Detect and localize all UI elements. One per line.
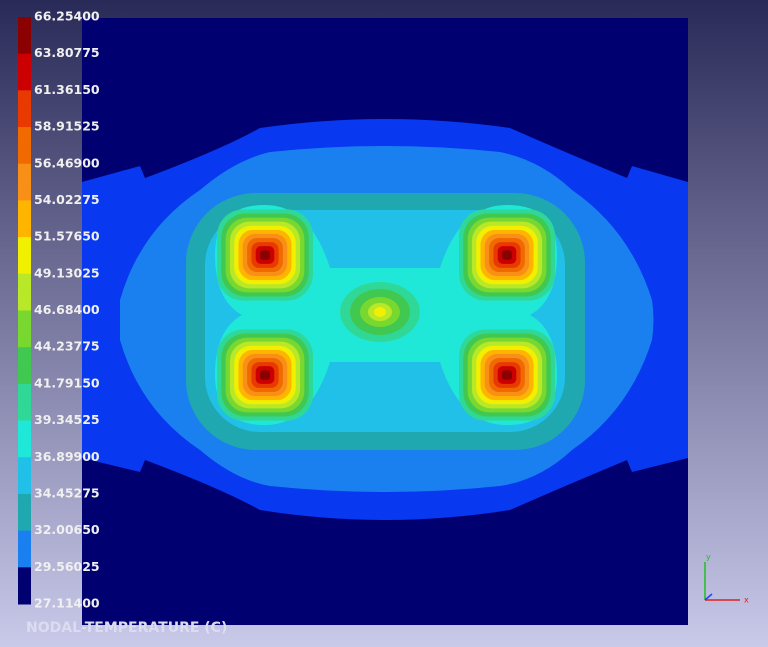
axis-triad: y x	[704, 553, 749, 605]
legend-label: 29.56025	[34, 559, 100, 574]
hot-spots	[217, 209, 555, 421]
color-legend: 66.25400 63.80775 61.36150 58.91525 56.46900…	[18, 9, 100, 611]
legend-label: 41.79150	[34, 375, 100, 390]
legend-band	[18, 90, 31, 128]
legend-label: 63.80775	[34, 45, 100, 60]
legend-label: 39.34525	[34, 412, 100, 427]
contour-plot	[82, 18, 688, 625]
legend-band	[18, 53, 31, 91]
legend-label: 27.11400	[34, 596, 100, 611]
legend-label: 61.36150	[34, 82, 100, 97]
legend-title: NODAL-TEMPERATURE (C)	[26, 620, 227, 636]
legend-label: 56.46900	[34, 155, 100, 170]
contour-ring	[260, 370, 270, 380]
legend-label: 32.00650	[34, 522, 100, 537]
legend-band	[18, 383, 31, 422]
legend-label: 34.45275	[34, 485, 100, 500]
legend-band	[18, 237, 31, 275]
legend-label: 58.91525	[34, 119, 100, 134]
contour-ring	[502, 370, 512, 380]
legend-label: 44.23775	[34, 339, 100, 354]
legend-band	[18, 127, 31, 165]
legend-label: 36.89900	[34, 449, 100, 464]
legend-label: 66.25400	[34, 9, 100, 24]
triad-y-label: y	[706, 553, 711, 562]
contour-ring	[260, 250, 270, 260]
legend-band	[18, 17, 31, 55]
legend-band	[18, 347, 31, 385]
legend-band	[18, 567, 31, 605]
legend-band	[18, 310, 31, 348]
legend-label: 54.02275	[34, 192, 100, 207]
legend-band	[18, 273, 31, 311]
legend-band	[18, 457, 31, 495]
legend-band	[18, 530, 31, 568]
legend-label: 46.68400	[34, 302, 100, 317]
legend-label: 49.13025	[34, 265, 100, 280]
legend-label: 51.57650	[34, 229, 100, 244]
legend-band	[18, 420, 31, 458]
contour-ring	[502, 250, 512, 260]
legend-band	[18, 163, 31, 201]
legend-band	[18, 493, 31, 532]
triad-x-label: x	[744, 596, 749, 605]
legend-band	[18, 200, 31, 238]
